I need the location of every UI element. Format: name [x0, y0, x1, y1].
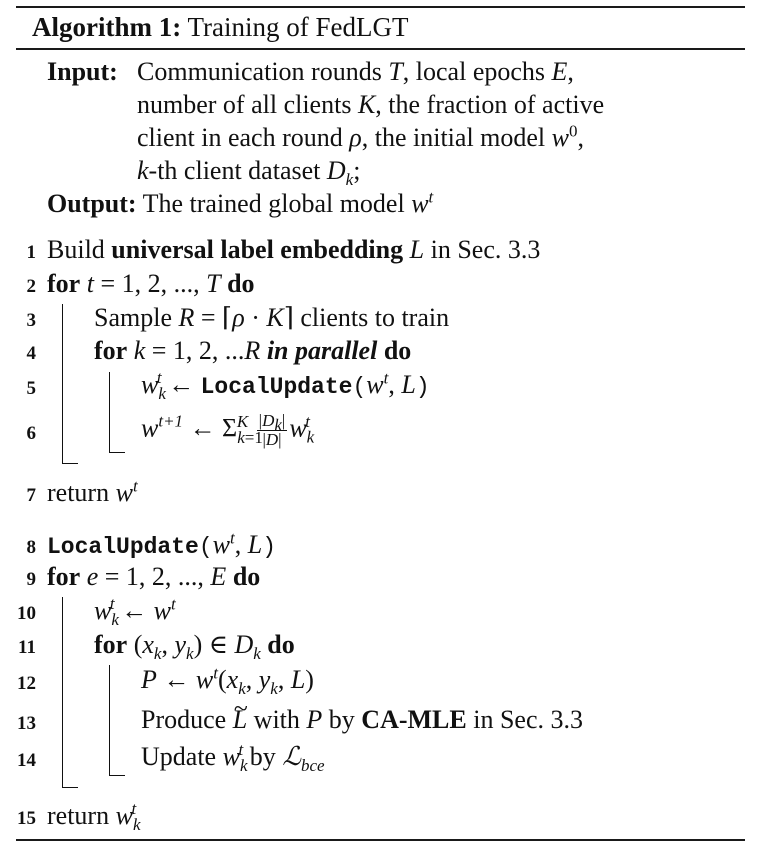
- step-12: P ← wt(xk, yk, L): [141, 663, 314, 699]
- line-number-6: 6: [26, 423, 37, 444]
- line-number-15: 15: [17, 808, 36, 829]
- step-15: return wkt: [47, 799, 141, 835]
- step-1: Build universal label embedding L in Sec…: [47, 235, 541, 264]
- line-number-13: 13: [17, 713, 36, 734]
- line-number-14: 14: [17, 750, 36, 771]
- step-5: wkt ← LocalUpdate(wt, L): [141, 368, 430, 404]
- line-number-1: 1: [26, 242, 37, 263]
- step-2: for t = 1, 2, ..., T do: [47, 269, 255, 298]
- line-number-2: 2: [26, 276, 37, 297]
- line-number-8: 8: [26, 537, 37, 558]
- input-text-1: Communication rounds T, local epochs E,: [137, 57, 574, 86]
- step-8: LocalUpdate(wt, L): [47, 528, 276, 560]
- input-line-1: Input:: [47, 59, 118, 85]
- input-text-2: number of all clients K, the fraction of…: [137, 90, 605, 119]
- for-block-line-outer-1: [62, 304, 64, 464]
- line-number-9: 9: [26, 569, 37, 590]
- line-number-12: 12: [17, 673, 36, 694]
- line-number-3: 3: [26, 310, 37, 331]
- algorithm-caption: Algorithm 1: Training of FedLGT: [32, 12, 409, 43]
- step-13: Produce L ~ with P by CA-MLE in Sec. 3.3: [141, 694, 583, 734]
- step-10: wkt ← wt: [94, 594, 176, 630]
- step-11: for (xk, yk) ∈ Dk do: [94, 630, 295, 664]
- top-rule: [16, 6, 745, 8]
- input-label: Input:: [47, 57, 118, 86]
- for-block-line-inner-2: [109, 665, 111, 776]
- for-block-line-inner-1: [109, 372, 111, 453]
- step-3: Sample R = ⌈ρ · K⌉ clients to train: [94, 303, 450, 332]
- line-number-11: 11: [18, 637, 36, 658]
- algorithm-label: Algorithm 1:: [32, 12, 182, 42]
- for-block-end-outer-1: [62, 463, 78, 465]
- line-number-10: 10: [17, 603, 36, 624]
- for-block-end-outer-2: [62, 787, 78, 789]
- line-number-5: 5: [26, 378, 37, 399]
- title-rule: [16, 48, 745, 50]
- for-block-end-inner-1: [109, 452, 125, 454]
- for-block-line-outer-2: [62, 597, 64, 788]
- line-number-7: 7: [26, 485, 37, 506]
- output-line: Output: The trained global model wt: [47, 187, 434, 218]
- line-number-4: 4: [26, 343, 37, 364]
- for-block-end-inner-2: [109, 775, 125, 777]
- algorithm-title: Training of FedLGT: [187, 12, 409, 42]
- step-9: for e = 1, 2, ..., E do: [47, 562, 261, 591]
- input-text-4: k-th client dataset Dk;: [137, 156, 361, 190]
- step-14: Update wkt by ℒbce: [141, 740, 325, 776]
- output-label: Output:: [47, 189, 137, 218]
- bottom-rule: [16, 839, 745, 841]
- step-7: return wt: [47, 476, 138, 507]
- step-6: wt+1 ← Σk=1K |Dk| |D| wkt: [141, 411, 315, 449]
- input-text-3: client in each round ρ, the initial mode…: [137, 121, 585, 152]
- fraction: |Dk| |D|: [256, 411, 288, 449]
- step-4: for k = 1, 2, ...R in parallel do: [94, 336, 412, 365]
